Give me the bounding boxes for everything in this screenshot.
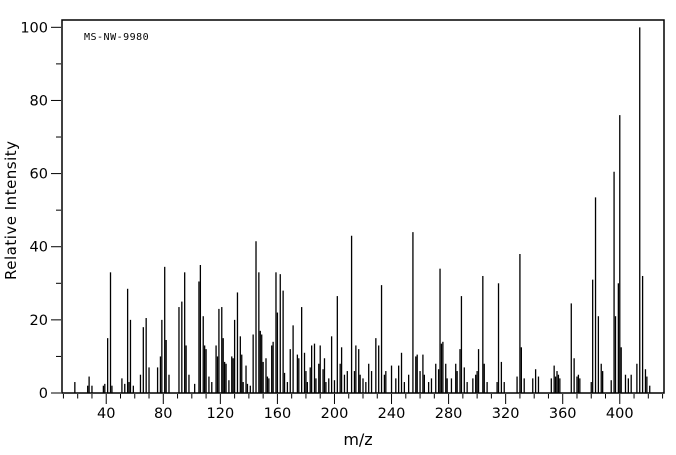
x-tick-label: 320 — [492, 406, 520, 422]
y-axis-title: Relative Intensity — [2, 140, 20, 280]
x-tick-label: 200 — [321, 406, 349, 422]
y-tick-label: 40 — [30, 240, 48, 256]
x-tick-label: 40 — [97, 406, 115, 422]
y-tick-label: 80 — [30, 93, 48, 109]
x-tick-label: 80 — [154, 406, 172, 422]
y-tick-label: 60 — [30, 167, 48, 183]
y-tick-label: 100 — [20, 20, 48, 36]
x-axis-title: m/z — [343, 430, 373, 449]
x-tick-label: 400 — [606, 406, 634, 422]
y-tick-label: 0 — [39, 386, 48, 402]
x-tick-label: 240 — [378, 406, 406, 422]
y-tick-label: 20 — [30, 313, 48, 329]
x-tick-label: 280 — [435, 406, 463, 422]
plot-border — [61, 19, 665, 394]
x-tick-label: 160 — [264, 406, 292, 422]
spectrum-id-label: MS-NW-9980 — [84, 32, 150, 43]
x-tick-label: 120 — [207, 406, 235, 422]
x-tick-label: 360 — [549, 406, 577, 422]
